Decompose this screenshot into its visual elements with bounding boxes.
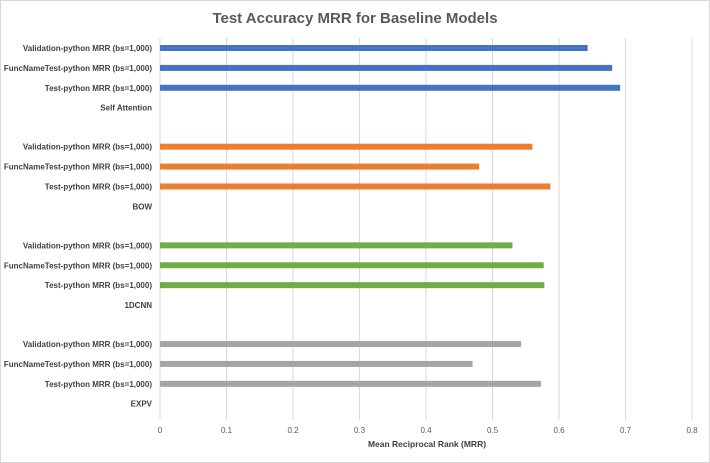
group-label: BOW [132,202,152,211]
x-tick-label: 0.3 [354,426,366,435]
bar [160,143,533,150]
x-axis-ticks: 0 0.1 0.2 0.3 0.4 0.5 0.6 0.7 0.8 [158,426,698,435]
bar [160,380,542,387]
bar [160,45,588,51]
bar [160,360,473,367]
x-tick-label: 0.5 [487,426,499,435]
x-tick-label: 0.1 [221,426,233,435]
x-tick-label: 0.7 [620,426,632,435]
bar [160,282,545,289]
bar-label: Test-python MRR (bs=1,000) [45,84,153,93]
bar-label: Test-python MRR (bs=1,000) [45,182,153,191]
bar-label: FuncNameTest-python MRR (bs=1,000) [4,360,152,369]
bar-rows: Validation-python MRR (bs=1,000) FuncName… [4,44,621,409]
bar [160,84,621,91]
x-tick-label: 0 [158,426,163,435]
bar-label: Test-python MRR (bs=1,000) [45,380,153,389]
group-label: EXPV [131,400,153,409]
bar-label: FuncNameTest-python MRR (bs=1,000) [4,163,152,172]
bar [160,64,613,71]
bar [160,341,522,348]
bar [160,242,513,249]
bar [160,183,551,190]
bar-label: Validation-python MRR (bs=1,000) [23,241,152,250]
bar [160,163,480,170]
x-tick-label: 0.8 [686,426,698,435]
bar-label: Validation-python MRR (bs=1,000) [23,143,152,152]
bar-label: FuncNameTest-python MRR (bs=1,000) [4,64,152,73]
x-axis-title: Mean Reciprocal Rank (MRR) [368,439,486,449]
gridlines [159,38,693,420]
x-tick-label: 0.2 [287,426,299,435]
bar [160,262,544,269]
bar-label: Test-python MRR (bs=1,000) [45,281,153,290]
x-tick-label: 0.6 [553,426,565,435]
bar-label: Validation-python MRR (bs=1,000) [23,340,152,349]
chart-title: Test Accuracy MRR for Baseline Models [212,10,497,27]
bar-label: FuncNameTest-python MRR (bs=1,000) [4,261,152,270]
bar-label: Validation-python MRR (bs=1,000) [23,44,152,53]
group-label: 1DCNN [124,301,152,310]
x-tick-label: 0.4 [420,426,432,435]
group-label: Self Attention [100,104,152,113]
